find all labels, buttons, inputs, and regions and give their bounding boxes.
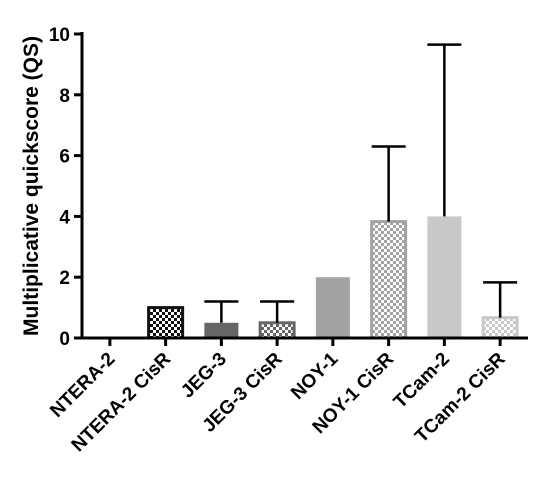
- y-tick-label: 4: [59, 207, 70, 228]
- y-axis-label: Multiplicative quickscore (QS): [20, 36, 43, 336]
- y-tick-label: 10: [49, 25, 70, 46]
- bar-noy-1-cisr: [370, 220, 408, 340]
- x-tick-label: JEG-3: [177, 349, 231, 403]
- error-bar-tcam-2: [427, 43, 462, 217]
- bar-jeg-3-cisr: [258, 321, 296, 340]
- error-bars-group: [204, 43, 518, 323]
- error-bar-jeg-3: [204, 300, 239, 323]
- bars-group: [147, 216, 519, 340]
- error-bar-noy-1-cisr: [371, 145, 406, 222]
- y-tick-label: 8: [59, 86, 70, 107]
- x-tick-label: NOY-1: [287, 348, 342, 403]
- error-bar-tcam-2-cisr: [483, 281, 518, 318]
- bar-tcam-2: [427, 216, 462, 338]
- error-bar-jeg-3-cisr: [260, 300, 295, 323]
- bar-ntera-2-cisr: [147, 306, 185, 340]
- bar-tcam-2-cisr: [481, 316, 519, 340]
- bar-noy-1: [315, 277, 350, 338]
- y-tick-label: 2: [59, 268, 70, 289]
- x-tick-label: NTERA-2 CisR: [68, 348, 176, 456]
- y-axis: 0 2 4 6 8 10: [49, 25, 84, 350]
- y-tick-label: 6: [59, 147, 70, 168]
- bar-jeg-3: [204, 322, 239, 338]
- y-tick-label: 0: [59, 329, 70, 350]
